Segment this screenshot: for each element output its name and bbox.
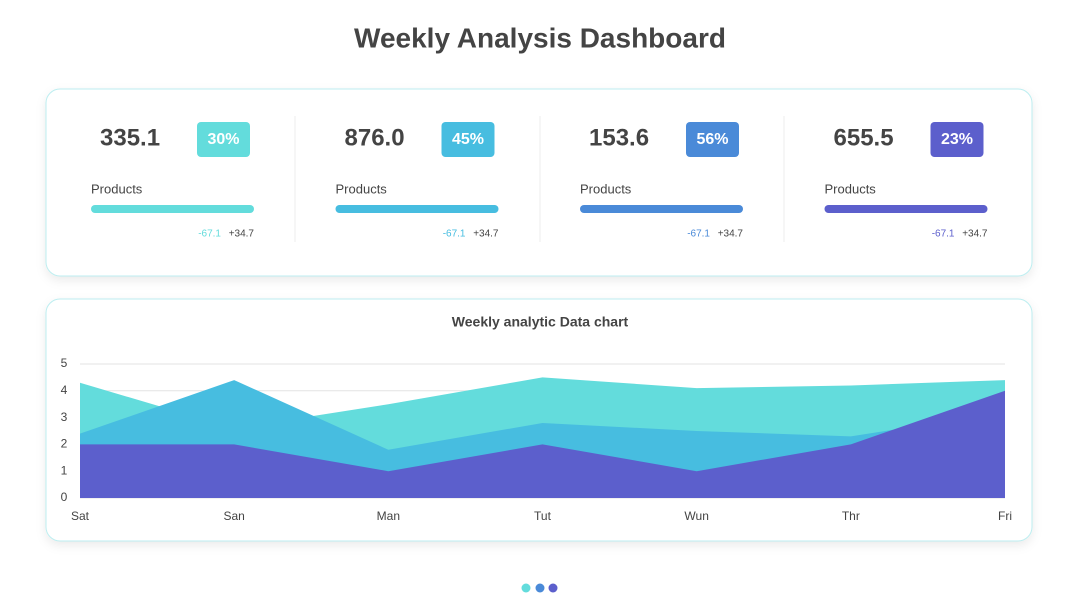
- kpi-value: 153.6: [589, 124, 649, 151]
- kpi-label: Products: [825, 181, 877, 196]
- kpi-panel: [45, 88, 1033, 277]
- y-tick-label: 3: [61, 410, 68, 424]
- kpi-up: +34.7: [473, 229, 499, 240]
- kpi-badge-text: 56%: [696, 131, 728, 148]
- kpi-down: -67.1: [687, 229, 710, 240]
- page-dot[interactable]: [521, 583, 531, 593]
- kpi-down: -67.1: [932, 229, 955, 240]
- kpi-value: 655.5: [834, 124, 894, 151]
- kpi-badge-text: 23%: [941, 131, 973, 148]
- kpi-bar: [824, 205, 988, 213]
- x-tick-label: Wun: [684, 509, 708, 523]
- kpi-badge: [197, 122, 250, 157]
- kpi-badge: [686, 122, 739, 157]
- kpi-label: Products: [580, 181, 632, 196]
- x-tick-label: Tut: [534, 509, 552, 523]
- kpi-label: Products: [336, 181, 388, 196]
- kpi-up: +34.7: [962, 229, 988, 240]
- x-tick-label: Fri: [998, 509, 1012, 523]
- kpi-down: -67.1: [443, 229, 466, 240]
- y-tick-label: 4: [61, 383, 68, 397]
- x-tick-label: Man: [377, 509, 400, 523]
- kpi-badge-text: 45%: [452, 131, 484, 148]
- x-tick-label: Thr: [842, 509, 860, 523]
- y-tick-label: 5: [61, 356, 68, 370]
- kpi-badge: [930, 122, 984, 157]
- kpi-up: +34.7: [229, 229, 255, 240]
- page-dot[interactable]: [535, 583, 545, 593]
- x-tick-label: Sat: [71, 509, 90, 523]
- kpi-badge-text: 30%: [207, 131, 239, 148]
- page-dot[interactable]: [548, 583, 558, 593]
- kpi-up: +34.7: [718, 229, 744, 240]
- y-tick-label: 2: [61, 437, 68, 451]
- kpi-value: 876.0: [345, 124, 405, 151]
- kpi-badge: [441, 122, 495, 157]
- y-tick-label: 0: [61, 490, 68, 504]
- chart-title: Weekly analytic Data chart: [452, 314, 629, 330]
- kpi-down: -67.1: [198, 229, 221, 240]
- plot: 0 1 2 3 4 5 Sat San Man Tut Wun Thr Fri: [61, 356, 1012, 523]
- kpi-bar: [335, 205, 499, 213]
- kpi-bar: [580, 205, 743, 213]
- y-tick-label: 1: [61, 463, 68, 477]
- page-title: Weekly Analysis Dashboard: [354, 22, 726, 53]
- kpi-bar: [91, 205, 254, 213]
- cards: 335.1 30% Products -67.1 +34.7 876.0 45% Produc…: [91, 122, 988, 240]
- x-tick-label: San: [223, 509, 244, 523]
- kpi-value: 335.1: [100, 124, 160, 151]
- kpi-label: Products: [91, 181, 143, 196]
- area: [80, 390, 1005, 498]
